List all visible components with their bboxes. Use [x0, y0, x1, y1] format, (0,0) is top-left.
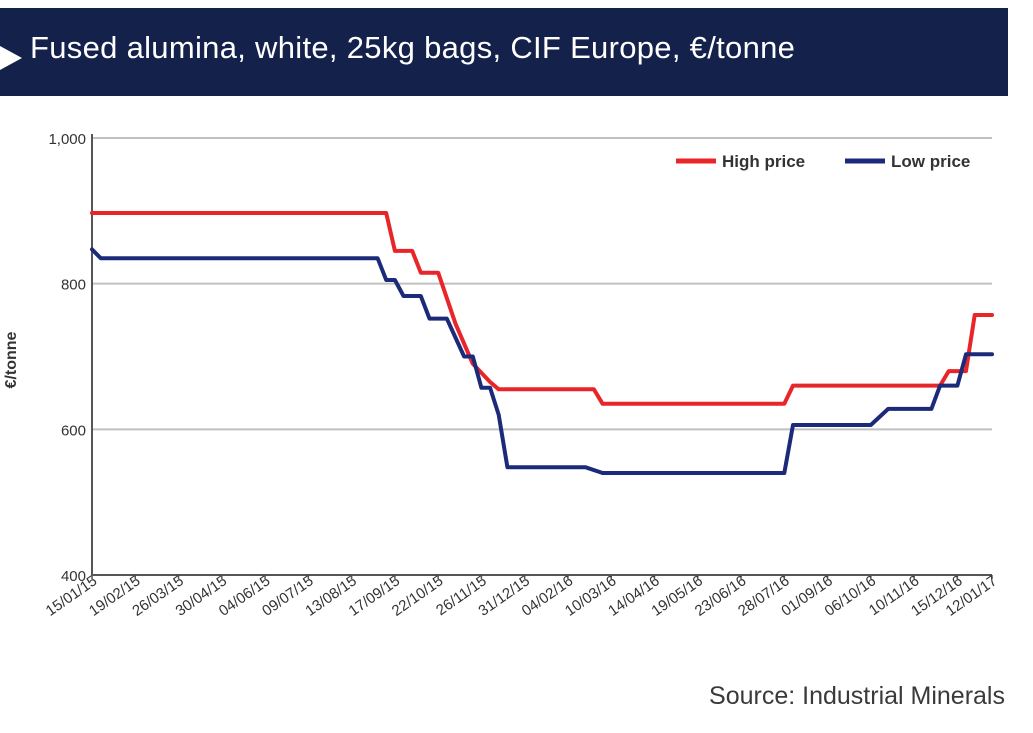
y-tick-label-1000: 1,000 [48, 131, 86, 148]
y-tick-labels: 400 600 800 1,000 [48, 131, 86, 585]
title-banner [0, 8, 1008, 96]
legend-label-0: High price [722, 152, 805, 171]
series-line-low-price [90, 247, 994, 475]
title-arrow-icon [0, 46, 22, 70]
x-tick-labels: 15/01/1519/02/1526/03/1530/04/1504/06/15… [43, 572, 1001, 619]
source-note: Source: Industrial Minerals [709, 682, 1005, 710]
grid-lines [92, 137, 992, 431]
legend-label-1: Low price [891, 152, 970, 171]
chart-title: Fused alumina, white, 25kg bags, CIF Eur… [30, 30, 796, 65]
series-line-high-price [90, 211, 994, 406]
y-tick-label-600: 600 [61, 422, 86, 439]
y-tick-label-400: 400 [61, 568, 86, 585]
series-lines [90, 211, 994, 475]
axes [91, 134, 993, 579]
legend: High price Low price [676, 152, 970, 171]
y-tick-label-800: 800 [61, 277, 86, 294]
y-axis-title: €/tonne [3, 331, 20, 388]
line-chart: 400 600 800 1,000 15/01/1519/02/1526/03/153… [3, 131, 1001, 620]
